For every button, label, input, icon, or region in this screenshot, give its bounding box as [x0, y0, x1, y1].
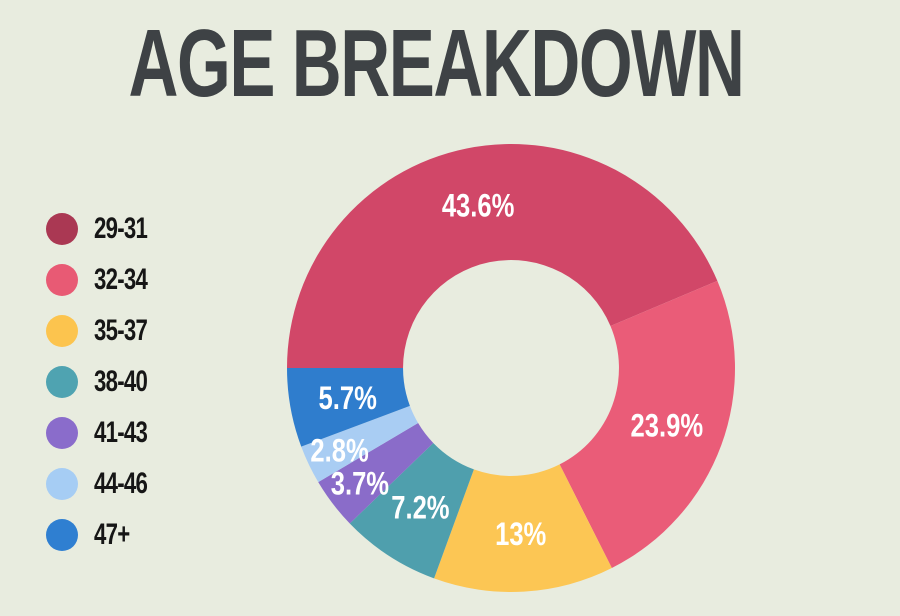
slice-29-31 — [287, 144, 718, 368]
slice-41-43 — [318, 423, 434, 524]
legend-swatch-icon — [46, 519, 78, 551]
slice-label-41-43: 3.7% — [331, 467, 389, 502]
legend-label: 38-40 — [94, 365, 148, 398]
legend-item-47+: 47+ — [46, 519, 166, 551]
legend-item-38-40: 38-40 — [46, 366, 166, 398]
legend-swatch-icon — [46, 264, 78, 296]
slice-label-35-37: 13% — [495, 517, 546, 552]
legend-swatch-icon — [46, 315, 78, 347]
legend-label: 35-37 — [94, 314, 148, 347]
slice-38-40 — [349, 442, 474, 579]
slice-label-47+: 5.7% — [319, 381, 377, 416]
chart-title: AGE BREAKDOWN — [128, 10, 745, 117]
legend-label: 44-46 — [94, 467, 148, 500]
legend-item-44-46: 44-46 — [46, 468, 166, 500]
legend-swatch-icon — [46, 468, 78, 500]
legend-item-41-43: 41-43 — [46, 417, 166, 449]
slice-44-46 — [301, 405, 419, 483]
legend-label: 47+ — [94, 518, 130, 551]
slice-35-37 — [434, 464, 612, 593]
slice-47+ — [287, 368, 410, 447]
slice-label-38-40: 7.2% — [391, 491, 449, 526]
slice-label-29-31: 43.6% — [442, 189, 515, 224]
legend-label: 29-31 — [94, 212, 148, 245]
legend-item-35-37: 35-37 — [46, 315, 166, 347]
slice-label-32-34: 23.9% — [631, 409, 704, 444]
slice-32-34 — [559, 280, 736, 569]
slice-label-44-46: 2.8% — [310, 434, 368, 469]
legend-item-32-34: 32-34 — [46, 264, 166, 296]
legend-item-29-31: 29-31 — [46, 213, 166, 245]
legend-swatch-icon — [46, 417, 78, 449]
legend-swatch-icon — [46, 213, 78, 245]
legend-label: 32-34 — [94, 263, 148, 296]
chart-legend: 29-31 32-34 35-37 38-40 41-43 44-46 47+ — [46, 213, 166, 551]
legend-swatch-icon — [46, 366, 78, 398]
legend-label: 41-43 — [94, 416, 148, 449]
